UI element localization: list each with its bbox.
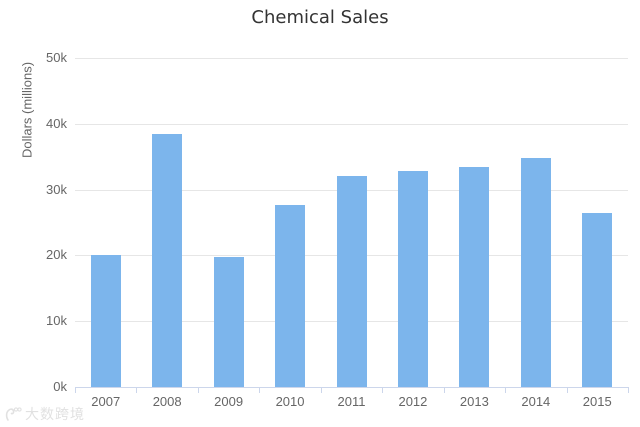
- y-axis-tick-label: 0k: [53, 379, 67, 394]
- x-axis-tick: [382, 387, 383, 393]
- y-axis-tick-label: 40k: [46, 115, 67, 131]
- x-axis-tick-label: 2007: [91, 394, 121, 409]
- x-axis-tick-label: 2009: [214, 394, 244, 409]
- bar-2015[interactable]: [582, 212, 612, 387]
- y-axis-tick-label: 10k: [46, 313, 67, 329]
- bar-2008[interactable]: [152, 134, 182, 387]
- plot-area: [75, 58, 628, 387]
- gridline: [75, 123, 628, 125]
- x-axis-tick: [321, 387, 322, 393]
- y-axis-tick-label: 30k: [46, 181, 67, 197]
- bar-2014[interactable]: [521, 158, 551, 387]
- x-axis-tick: [505, 387, 506, 393]
- bar-2013[interactable]: [459, 167, 489, 387]
- bar-2010[interactable]: [275, 205, 305, 387]
- watermark-logo-icon: [4, 405, 22, 423]
- x-axis-tick-label: 2011: [337, 394, 366, 409]
- x-axis-tick-label: 2012: [398, 394, 428, 409]
- x-axis-tick-label: 2013: [459, 394, 489, 409]
- watermark: 大数跨境: [4, 404, 85, 424]
- x-axis-tick: [628, 387, 629, 393]
- x-axis-tick-label: 2010: [275, 394, 305, 409]
- y-axis-tick-label: 20k: [46, 247, 67, 263]
- x-axis-tick: [567, 387, 568, 393]
- x-axis-tick: [75, 387, 76, 393]
- y-axis-title: Dollars (millions): [19, 61, 35, 159]
- chart-title: Chemical Sales: [251, 7, 389, 28]
- x-axis-tick-label: 2015: [582, 394, 612, 409]
- gridline: [75, 58, 628, 59]
- x-axis-tick-label: 2014: [521, 394, 551, 409]
- x-axis-tick: [136, 387, 137, 393]
- y-axis-tick-label: 50k: [46, 50, 67, 65]
- bar-2009[interactable]: [214, 256, 244, 387]
- bar-2012[interactable]: [398, 170, 428, 387]
- bar-2007[interactable]: [91, 254, 121, 387]
- x-axis-line: [75, 387, 629, 388]
- x-axis-tick-label: 2008: [152, 394, 182, 409]
- bar-2011[interactable]: [337, 176, 367, 387]
- x-axis-tick: [444, 387, 445, 393]
- x-axis-tick: [198, 387, 199, 393]
- x-axis-tick: [259, 387, 260, 393]
